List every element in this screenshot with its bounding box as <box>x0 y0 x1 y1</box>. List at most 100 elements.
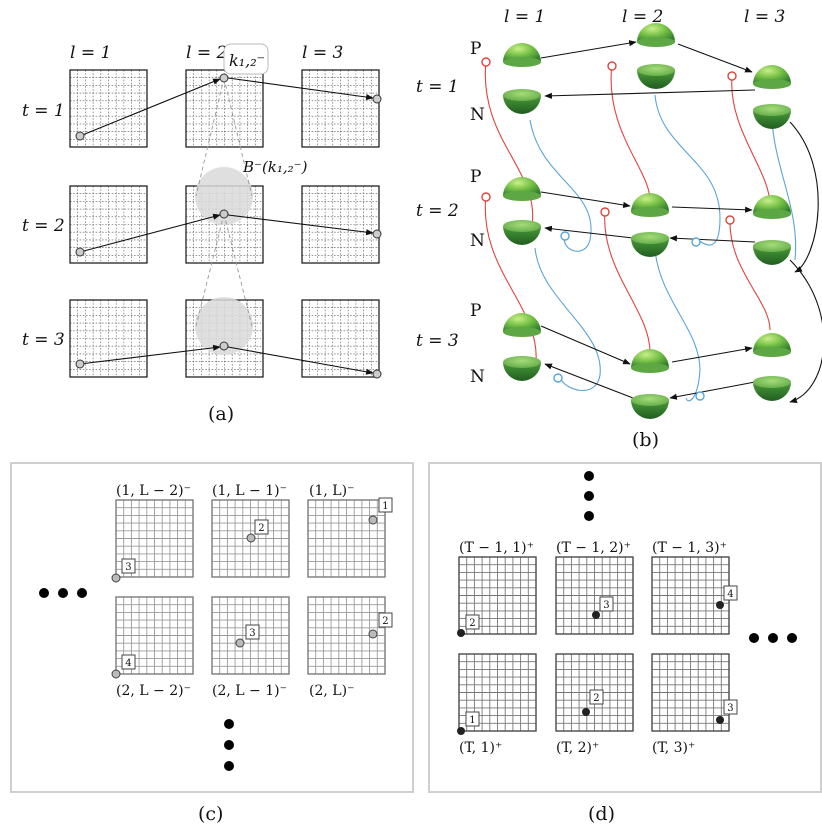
d-point-top-3 <box>716 601 724 609</box>
b-bowl-t3-l3 <box>753 376 791 401</box>
panel-d: 2 3 4 1 2 3 (T − 1, 1)⁺ (T − 1, 2)⁺ (T − 1, 3… <box>428 462 822 825</box>
c-rank-bottom-3: 2 <box>378 612 393 628</box>
c-rank-top-1: 3 <box>121 558 136 574</box>
b-dome-t3-l1 <box>503 313 541 337</box>
panel-c-grids: 3 2 1 4 3 2 <box>111 497 393 679</box>
a-col-label-3: l = 3 <box>302 43 343 63</box>
c-top-label-2: (1, L − 1)⁻ <box>212 483 287 499</box>
b-bowl-t1-l3 <box>753 104 791 129</box>
c-grid-top-3 <box>307 499 386 578</box>
b-bowl-t3-l2 <box>631 394 669 419</box>
d-grid-top-3 <box>651 556 730 635</box>
d-top-label-1: (T − 1, 1)⁺ <box>459 540 534 556</box>
d-ellipsis-horizontal <box>749 633 797 643</box>
d-rank-bottom-3: 3 <box>723 699 738 715</box>
d-point-top-1 <box>457 629 465 637</box>
c-rank-top-1-text: 3 <box>125 562 131 573</box>
c-rank-bottom-3-text: 2 <box>382 616 388 627</box>
a-caption: (a) <box>208 403 234 425</box>
d-rank-bottom-1-text: 1 <box>469 715 475 726</box>
b-dome-t1-l1 <box>503 43 541 67</box>
a-key-box <box>223 43 269 75</box>
b-bowl-t2-l3 <box>753 240 791 265</box>
d-point-bottom-2 <box>582 708 590 716</box>
d-bottom-label-3: (T, 3)⁺ <box>652 740 695 756</box>
d-rank-bottom-2-text: 2 <box>593 693 599 704</box>
b-col-label-3: l = 3 <box>744 7 785 27</box>
a-grid-t3-l3 <box>301 299 380 378</box>
c-top-label-3: (1, L)⁻ <box>309 483 354 499</box>
d-bottom-label-2: (T, 2)⁺ <box>556 740 599 756</box>
c-point-bottom-3 <box>368 629 378 639</box>
d-grid-bottom-3 <box>651 653 730 732</box>
b-dome-t2-l3 <box>753 195 791 219</box>
b-dome-t1-l2 <box>637 23 675 47</box>
d-ellipsis-vertical <box>584 471 594 521</box>
b-neg-label-2: N <box>470 231 485 251</box>
b-col-label-2: l = 2 <box>622 7 663 27</box>
b-blue-rings <box>553 231 705 401</box>
b-col-label-1: l = 1 <box>504 7 545 27</box>
d-rank-top-1: 2 <box>465 614 480 630</box>
b-row-label-2: t = 2 <box>416 201 459 221</box>
c-ellipsis-vertical <box>224 719 234 771</box>
a-key-label: k₁,₂⁻ <box>229 51 265 70</box>
d-bottom-label-1: (T, 1)⁺ <box>459 740 502 756</box>
a-row-label-2: t = 2 <box>22 216 65 236</box>
b-bowl-t1-l1 <box>503 89 541 114</box>
c-bottom-label-3: (2, L)⁻ <box>309 683 354 699</box>
a-row-label-1: t = 1 <box>22 101 65 121</box>
a-ball-label: B⁻(k₁,₂⁻) <box>242 158 308 176</box>
b-caption: (b) <box>632 429 659 451</box>
d-rank-bottom-2: 2 <box>589 689 604 705</box>
a-ball-row2 <box>195 167 253 225</box>
c-point-top-1 <box>111 573 121 583</box>
c-rank-bottom-2-text: 3 <box>249 628 255 639</box>
b-pos-label-3: P <box>470 301 481 321</box>
c-rank-bottom-2: 3 <box>245 624 260 640</box>
b-arrows <box>540 40 822 403</box>
panel-a: l = 1 l = 2 l = 3 t = 1 t = 2 t = 3 k₁,₂… <box>22 43 382 425</box>
b-dome-t2-l1 <box>503 177 541 201</box>
c-point-bottom-2 <box>235 638 245 648</box>
panel-d-grids: 2 3 4 1 2 3 <box>457 556 738 735</box>
a-ball-row3 <box>195 297 253 355</box>
d-rank-top-2-text: 3 <box>603 600 609 611</box>
b-row-label-1: t = 1 <box>416 77 459 97</box>
b-dome-t1-l3 <box>753 65 791 89</box>
b-dome-t3-l2 <box>631 349 669 373</box>
panel-b-bowls <box>503 23 791 419</box>
c-rank-top-2-text: 2 <box>258 523 264 534</box>
a-grid-t2-l3 <box>301 185 380 264</box>
c-rank-top-2: 2 <box>254 519 269 535</box>
b-red-links <box>484 59 771 363</box>
b-neg-label-1: N <box>470 105 485 125</box>
b-dome-t2-l2 <box>631 193 669 217</box>
d-caption: (d) <box>588 803 615 825</box>
c-rank-top-3: 1 <box>378 497 393 513</box>
b-row-label-3: t = 3 <box>416 331 459 351</box>
c-bottom-label-1: (2, L − 2)⁻ <box>116 683 191 699</box>
b-bowl-t1-l2 <box>637 64 675 89</box>
b-red-rings <box>481 57 737 225</box>
panel-c: 3 2 1 4 3 2 (1, L − 2)⁻ (1, L − 1)⁻ (1, L)⁻ (… <box>10 462 414 825</box>
d-top-label-3: (T − 1, 3)⁺ <box>652 540 727 556</box>
a-grid-t1-l3 <box>301 69 380 148</box>
b-pos-label-2: P <box>470 167 481 187</box>
a-arrows <box>79 77 374 375</box>
c-grid-bottom-3 <box>307 596 386 675</box>
d-rank-top-3-text: 4 <box>727 589 733 600</box>
d-rank-top-3: 4 <box>723 585 738 601</box>
d-rank-bottom-1: 1 <box>465 711 480 727</box>
a-col-label-2: l = 2 <box>186 43 227 63</box>
c-point-top-2 <box>246 533 256 543</box>
b-bowl-t2-l1 <box>503 220 541 245</box>
c-bottom-label-2: (2, L − 1)⁻ <box>212 683 287 699</box>
d-top-label-2: (T − 1, 2)⁺ <box>556 540 631 556</box>
d-point-bottom-3 <box>716 716 724 724</box>
d-point-top-2 <box>592 611 600 619</box>
b-pos-label-1: P <box>470 39 481 59</box>
b-blue-links <box>529 94 797 402</box>
c-top-label-1: (1, L − 2)⁻ <box>116 483 191 499</box>
b-neg-label-3: N <box>470 367 485 387</box>
